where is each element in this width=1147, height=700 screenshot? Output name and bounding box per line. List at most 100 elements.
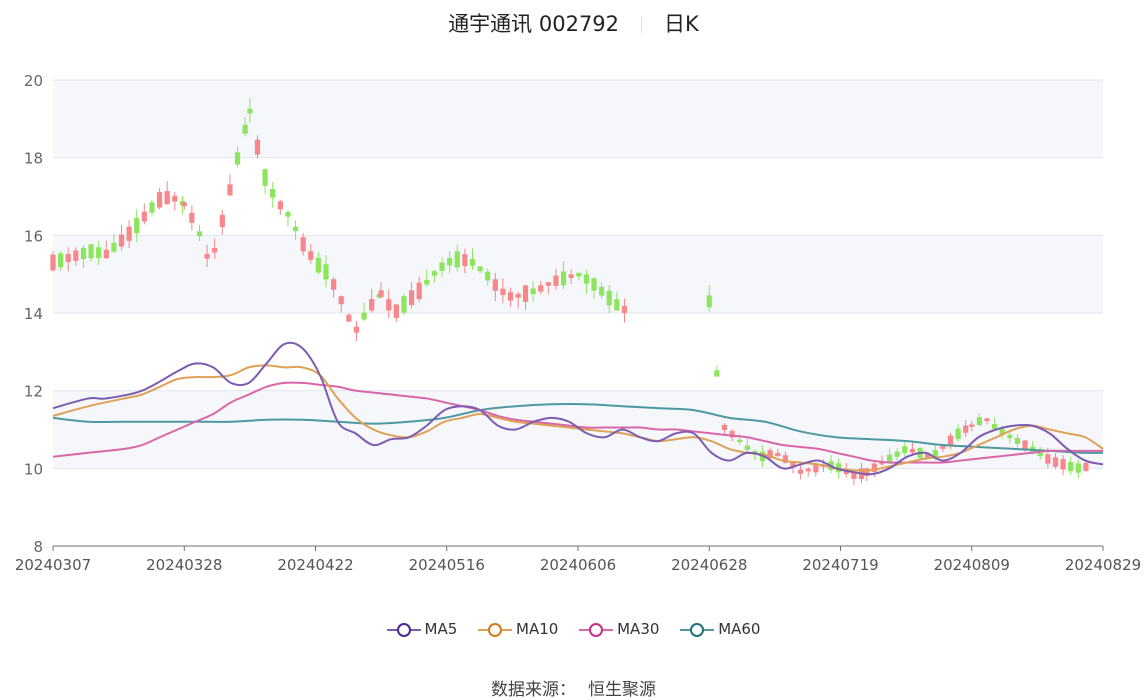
x-tick-label: 20240606: [540, 556, 616, 574]
candle-body: [431, 271, 438, 276]
candle-body: [118, 234, 125, 247]
candle-body: [300, 237, 306, 252]
candle-body: [599, 286, 605, 296]
candle: [879, 455, 885, 466]
candle: [416, 276, 422, 303]
legend-ma30[interactable]: MA30: [579, 620, 659, 638]
candle-body: [886, 454, 893, 463]
ma30-line: [52, 381, 1103, 464]
candle: [706, 285, 712, 312]
candle-body: [714, 370, 720, 377]
candle-body: [439, 262, 445, 271]
legend-ma10[interactable]: MA10: [478, 620, 558, 638]
candle: [401, 294, 407, 316]
candle-body: [790, 462, 796, 468]
x-tick-label: 20240307: [15, 556, 91, 574]
x-tick-label: 20240328: [146, 556, 222, 574]
candle-body: [1083, 463, 1089, 471]
legend-ma5[interactable]: MA5: [386, 620, 458, 638]
candle-body: [932, 450, 938, 459]
candle: [196, 225, 203, 242]
candle-body: [50, 254, 56, 271]
candle-body: [227, 184, 233, 196]
candle-body: [315, 257, 321, 273]
candle: [454, 244, 460, 272]
candle: [568, 269, 574, 285]
candle: [576, 272, 582, 281]
candle-body: [902, 446, 908, 454]
candle-body: [338, 296, 344, 305]
candle: [111, 233, 117, 253]
candle: [134, 209, 140, 243]
x-tick-label: 20240719: [802, 556, 878, 574]
candle: [408, 282, 415, 309]
candle: [886, 448, 893, 465]
candle-body: [346, 314, 352, 322]
candle-body: [408, 290, 415, 306]
candle: [338, 295, 344, 313]
ma60-line: [52, 403, 1104, 454]
candle: [1037, 447, 1043, 460]
candle: [1052, 453, 1059, 469]
candle-body: [477, 266, 483, 272]
candle: [172, 191, 178, 211]
candle: [439, 257, 445, 277]
candle-body: [58, 253, 64, 268]
candle-body: [767, 450, 773, 459]
ma5-line: [52, 341, 1104, 476]
candle: [599, 281, 605, 299]
candle-body: [851, 473, 857, 479]
candle: [149, 200, 155, 217]
candle-body: [469, 258, 476, 266]
candle: [976, 413, 982, 427]
candle-body: [560, 271, 567, 286]
candle: [361, 302, 367, 322]
candle-body: [530, 288, 536, 295]
legend-ma60[interactable]: MA60: [680, 620, 760, 638]
candle-body: [1045, 454, 1051, 464]
plot-band: [53, 313, 1103, 391]
candle-body: [864, 468, 870, 476]
candle-body: [96, 247, 102, 259]
candle-body: [576, 272, 582, 277]
candle: [851, 472, 857, 486]
candle-body: [189, 212, 195, 223]
data-source: 数据来源： 恒生聚源: [0, 675, 1147, 700]
candle-body: [515, 293, 521, 298]
legend-ma5-label: MA5: [424, 620, 458, 638]
candle: [431, 270, 438, 283]
candle: [963, 419, 969, 437]
candle: [969, 421, 975, 432]
candle: [530, 281, 536, 302]
candle-body: [955, 428, 961, 440]
candle: [462, 248, 468, 274]
candle: [991, 417, 998, 430]
candle: [204, 244, 210, 268]
candle: [485, 268, 491, 286]
legend-ma10-label: MA10: [516, 620, 559, 638]
candle: [262, 168, 268, 195]
candle-body: [583, 274, 589, 284]
candle: [88, 243, 94, 262]
candle-body: [285, 212, 291, 217]
candle: [118, 225, 125, 251]
candle-body: [242, 124, 248, 134]
candle: [386, 289, 392, 319]
candle-body: [386, 299, 392, 311]
candle: [369, 289, 375, 313]
candle: [315, 252, 321, 275]
candle-body: [507, 292, 514, 301]
candle: [247, 98, 253, 124]
candle-body: [871, 463, 877, 472]
candle-body: [1060, 459, 1066, 470]
legend-ma5-icon: [386, 623, 421, 637]
candle-body: [88, 244, 94, 259]
candle: [500, 278, 506, 304]
candle-body: [247, 108, 253, 114]
candle-body: [219, 214, 225, 228]
candle: [346, 313, 352, 323]
legend-ma30-icon: [579, 623, 614, 637]
candle: [798, 463, 804, 480]
candle: [285, 210, 291, 227]
candle: [507, 287, 514, 307]
